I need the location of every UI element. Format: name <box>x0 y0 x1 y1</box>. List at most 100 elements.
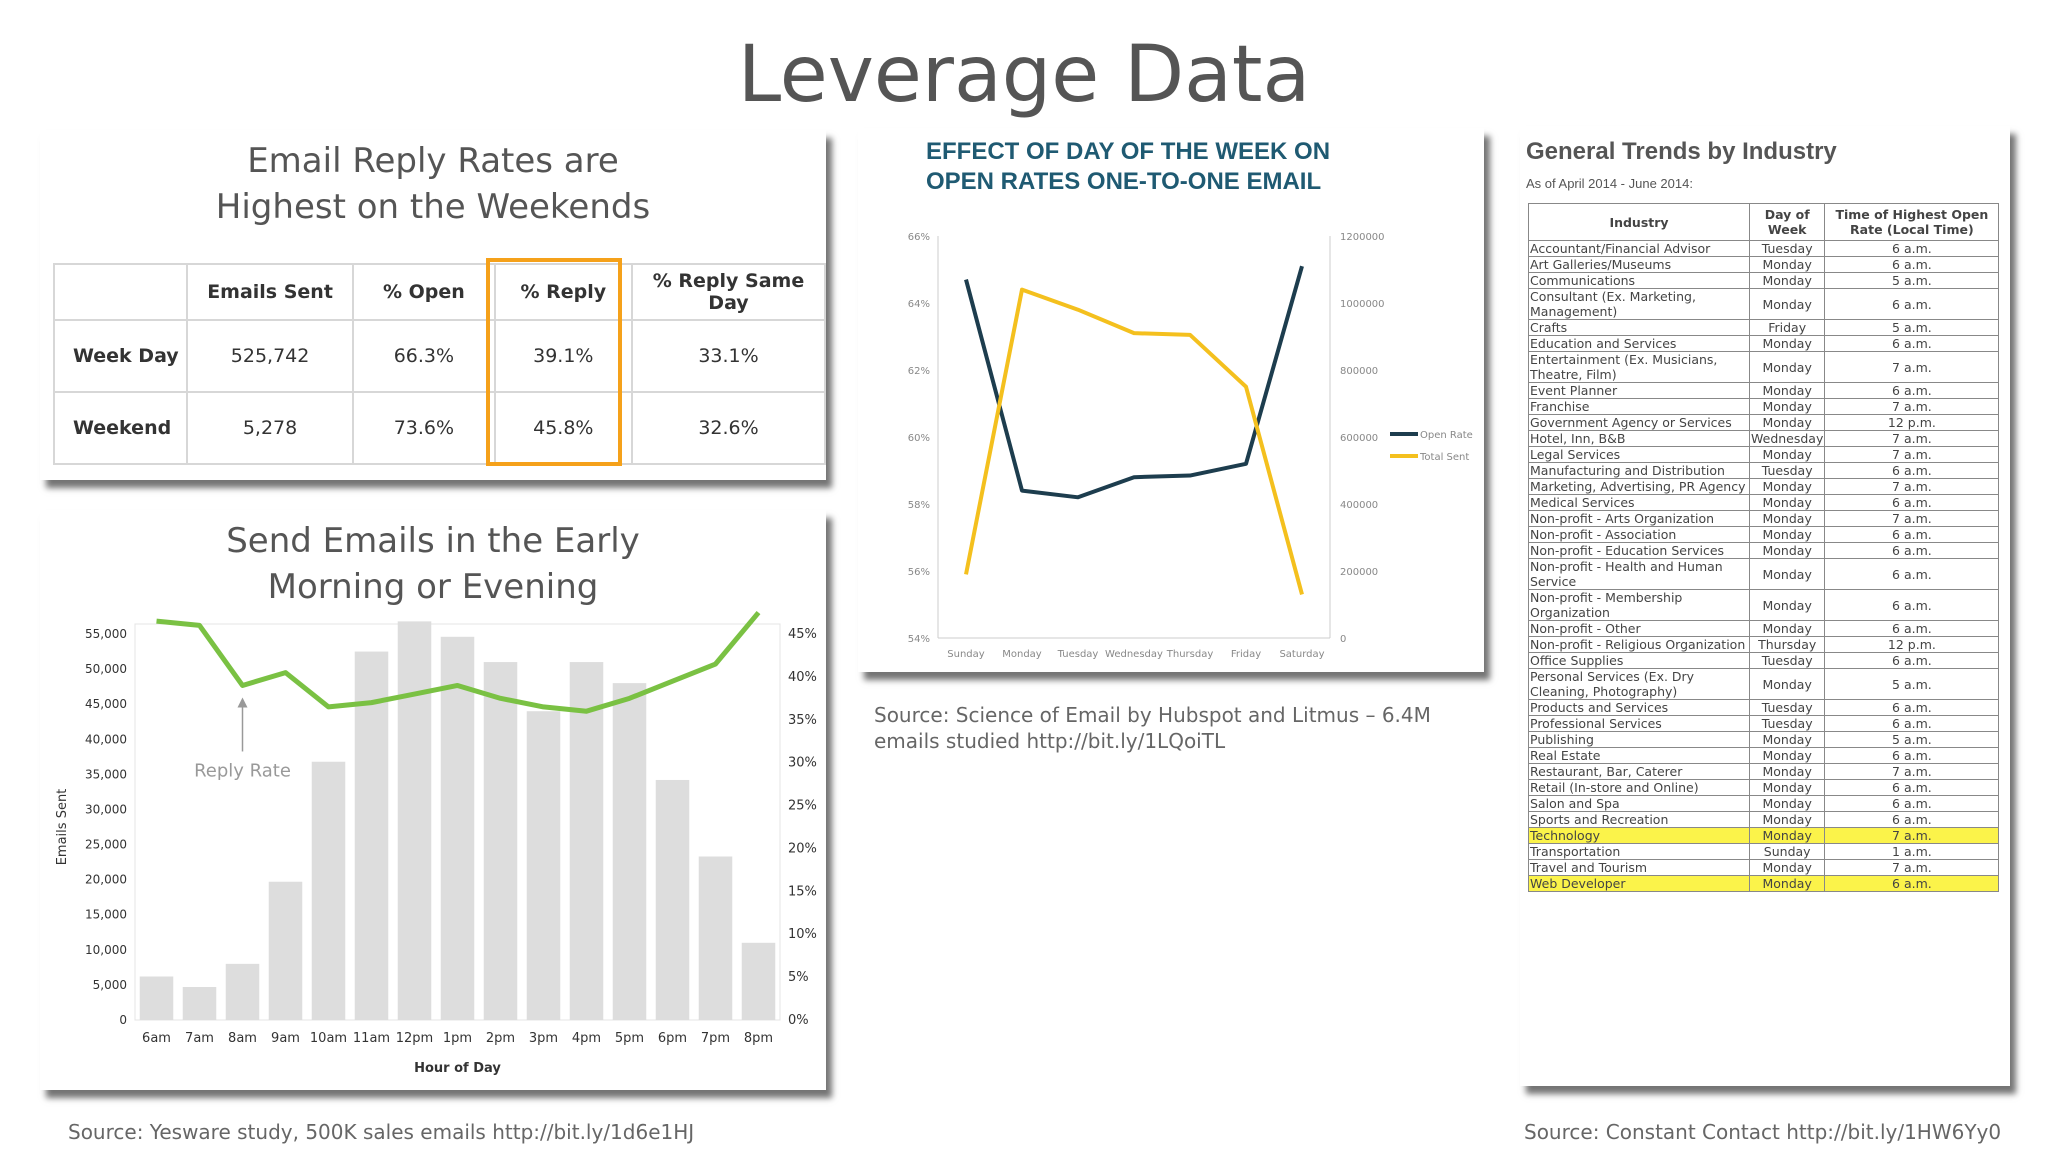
table-cell: Monday <box>1748 335 1826 352</box>
table-cell: 6 a.m. <box>1824 715 2000 732</box>
y-tick-label: 25,000 <box>85 838 127 852</box>
reply-rate-annotation: Reply Rate <box>194 760 291 781</box>
table-cell: 5,278 <box>185 391 355 465</box>
y2-tick-label: 40% <box>788 670 817 685</box>
table-cell: Sports and Recreation <box>1528 811 1750 828</box>
table-cell: Monday <box>1748 589 1826 621</box>
table-cell: Tuesday <box>1748 699 1826 716</box>
table-cell: Office Supplies <box>1528 652 1750 669</box>
table-cell: 7 a.m. <box>1824 430 2000 447</box>
table-cell: 6 a.m. <box>1824 558 2000 590</box>
table-row: Manufacturing and Distribution Tuesday 6 a… <box>1528 462 2000 479</box>
table-cell: 6 a.m. <box>1824 335 2000 352</box>
bar <box>569 662 604 1020</box>
table-cell: Monday <box>1748 382 1826 399</box>
table-cell: Non-profit - Arts Organization <box>1528 510 1750 527</box>
table-cell: Monday <box>1748 288 1826 320</box>
table-row: Non-profit - Health and Human Service Mon… <box>1528 558 2000 590</box>
table-cell: Salon and Spa <box>1528 795 1750 812</box>
table-cell: Non-profit - Health and Human Service <box>1528 558 1750 590</box>
x-tick-label: Thursday <box>1166 649 1214 660</box>
x-tick-label: Friday <box>1231 649 1261 660</box>
table-cell: Franchise <box>1528 398 1750 415</box>
y-tick-label: 55,000 <box>85 627 127 641</box>
table-cell: 6 a.m. <box>1824 288 2000 320</box>
table-cell: Non-profit - Association <box>1528 526 1750 543</box>
y2-tick-label: 600000 <box>1340 433 1378 444</box>
constant-contact-source: Source: Constant Contact http://bit.ly/1… <box>1524 1120 2002 1144</box>
table-cell: 73.6% <box>352 391 496 465</box>
x-tick-label: 4pm <box>572 1031 601 1046</box>
table-cell: Non-profit - Education Services <box>1528 542 1750 559</box>
table-cell: 12 p.m. <box>1824 414 2000 431</box>
legend-label: Open Rate <box>1420 430 1473 441</box>
table-cell: Transportation <box>1528 843 1750 860</box>
table-row: Accountant/Financial Advisor Tuesday 6 a.m… <box>1528 240 2000 257</box>
table-cell: Monday <box>1748 542 1826 559</box>
annotation-arrowhead <box>237 697 248 708</box>
table-cell: 6 a.m. <box>1824 795 2000 812</box>
bar <box>483 662 518 1020</box>
table-cell: Tuesday <box>1748 240 1826 257</box>
table-header: % Reply <box>493 263 634 321</box>
table-cell: Sunday <box>1748 843 1826 860</box>
table-cell: Monday <box>1748 510 1826 527</box>
table-row: Salon and Spa Monday 6 a.m. <box>1528 795 2000 812</box>
bar <box>655 779 690 1020</box>
table-row: Government Agency or Services Monday 12 p.… <box>1528 414 2000 431</box>
table-row: Travel and Tourism Monday 7 a.m. <box>1528 859 2000 876</box>
table-cell: 6 a.m. <box>1824 542 2000 559</box>
table-cell: Monday <box>1748 351 1826 383</box>
table-cell: 6 a.m. <box>1824 811 2000 828</box>
y2-tick-label: 200000 <box>1340 567 1378 578</box>
send-time-card: Send Emails in the Early Morning or Even… <box>40 510 826 1090</box>
table-row: Non-profit - Education Services Monday 6 a… <box>1528 542 2000 559</box>
x-tick-label: 2pm <box>486 1031 515 1046</box>
x-tick-label: Wednesday <box>1105 649 1163 660</box>
table-cell: Communications <box>1528 272 1750 289</box>
table-row: Products and Services Tuesday 6 a.m. <box>1528 699 2000 716</box>
table-row: Communications Monday 5 a.m. <box>1528 272 2000 289</box>
bar <box>139 976 174 1020</box>
y-tick-label: 30,000 <box>85 802 127 816</box>
table-cell: 6 a.m. <box>1824 382 2000 399</box>
bar <box>311 761 346 1020</box>
y2-tick-label: 20% <box>788 841 817 856</box>
table-cell: Professional Services <box>1528 715 1750 732</box>
table-cell: Medical Services <box>1528 494 1750 511</box>
table-cell: 6 a.m. <box>1824 526 2000 543</box>
y-tick-label: 56% <box>908 567 930 578</box>
table-cell: 7 a.m. <box>1824 827 2000 844</box>
table-cell: 5 a.m. <box>1824 319 2000 336</box>
table-row: Publishing Monday 5 a.m. <box>1528 731 2000 748</box>
y-tick-label: 66% <box>908 232 930 243</box>
hour-chart: 0 5,000 10,000 15,000 20,000 25,000 30,000 35,0… <box>55 610 817 1076</box>
table-cell: 6 a.m. <box>1824 699 2000 716</box>
table-row: Weekend 5,278 73.6% 45.8% 32.6% <box>53 391 826 465</box>
table-cell: 6 a.m. <box>1824 589 2000 621</box>
table-cell: 6 a.m. <box>1824 652 2000 669</box>
table-cell: Monday <box>1748 256 1826 273</box>
x-tick-label: Saturday <box>1279 649 1324 660</box>
y2-tick-label: 45% <box>788 627 817 642</box>
table-cell: 6 a.m. <box>1824 462 2000 479</box>
table-cell: Hotel, Inn, B&B <box>1528 430 1750 447</box>
y-tick-label: 15,000 <box>85 908 127 922</box>
table-cell: 33.1% <box>631 319 826 393</box>
y2-tick-label: 15% <box>788 884 817 899</box>
table-row: Restaurant, Bar, Caterer Monday 7 a.m. <box>1528 763 2000 780</box>
x-tick-label: Tuesday <box>1057 649 1099 660</box>
y-tick-label: 35,000 <box>85 767 127 781</box>
table-row: Sports and Recreation Monday 6 a.m. <box>1528 811 2000 828</box>
reply-rate-card: Email Reply Rates are Highest on the Wee… <box>40 130 826 480</box>
y-tick-label: 20,000 <box>85 873 127 887</box>
table-cell: 1 a.m. <box>1824 843 2000 860</box>
table-row: Crafts Friday 5 a.m. <box>1528 319 2000 336</box>
table-cell: Monday <box>1748 414 1826 431</box>
y-tick-label: 62% <box>908 366 930 377</box>
table-cell: 5 a.m. <box>1824 272 2000 289</box>
bar <box>225 963 260 1020</box>
reply-column-highlight <box>486 258 622 466</box>
day-chart: 54% 56% 58% 60% 62% 64% 66% 0 200000 400000 600000… <box>908 232 1473 660</box>
table-cell: Monday <box>1748 446 1826 463</box>
